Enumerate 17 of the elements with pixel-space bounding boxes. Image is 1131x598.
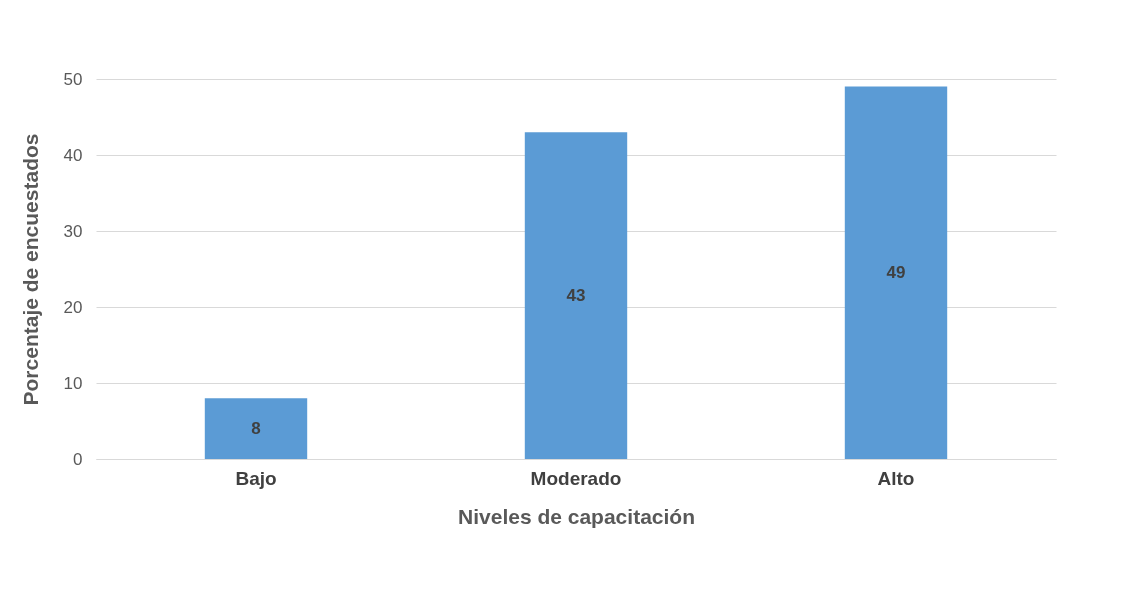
data-label: 49	[886, 262, 906, 282]
y-tick-label: 20	[63, 297, 83, 317]
y-tick-label: 50	[63, 69, 83, 89]
x-tick-label: Alto	[877, 467, 915, 489]
y-tick-label: 10	[63, 373, 83, 393]
x-tick-label: Moderado	[530, 467, 622, 489]
data-label: 43	[566, 285, 586, 305]
y-tick-label: 0	[73, 449, 83, 469]
bar	[844, 86, 948, 459]
bar	[524, 132, 628, 459]
y-tick-label: 30	[63, 221, 83, 241]
bar	[204, 398, 308, 459]
y-axis-title: Porcentaje de encuestados	[18, 133, 42, 406]
x-tick-label: Bajo	[235, 467, 277, 489]
x-axis-title: Niveles de capacitación	[458, 504, 695, 528]
y-tick-label: 40	[63, 145, 83, 165]
data-label: 8	[251, 418, 261, 438]
